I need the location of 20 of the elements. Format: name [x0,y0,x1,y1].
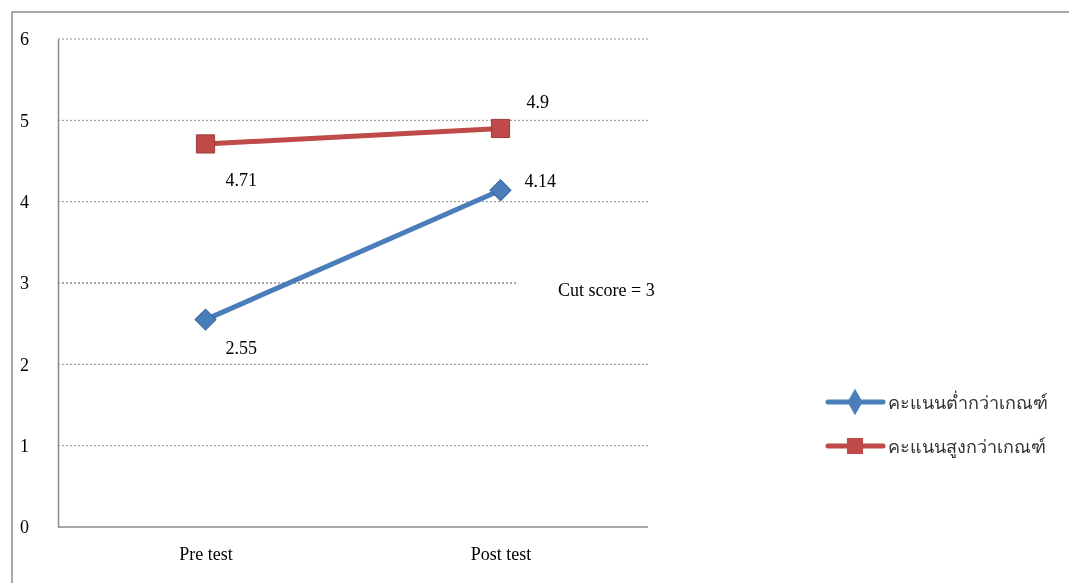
y-tick-label: 4 [20,191,29,212]
y-tick-label: 6 [20,29,29,50]
y-tick-label: 3 [20,273,29,294]
point [490,118,511,139]
legend-label: คะแนนต่ำกว่าเกณฑ์ [888,390,1048,413]
point [489,179,512,202]
y-tick-label: 0 [20,517,29,538]
point [194,308,217,331]
x-tick-label: Post test [470,544,532,564]
data-label: 4.71 [225,169,257,190]
x-tick-label: Pre test [179,544,233,564]
y-tick-label: 2 [20,354,29,375]
data-label: 2.55 [225,337,257,358]
point [195,134,216,154]
legend-label: คะแนนสูงกว่าเกณฑ์ [888,436,1046,458]
data-label: 4.9 [526,92,549,113]
ref-line-label: Cut score = 3 [558,280,655,300]
data-label: 4.14 [524,171,556,192]
y-tick-label: 5 [20,110,29,131]
y-tick-label: 1 [20,435,29,456]
